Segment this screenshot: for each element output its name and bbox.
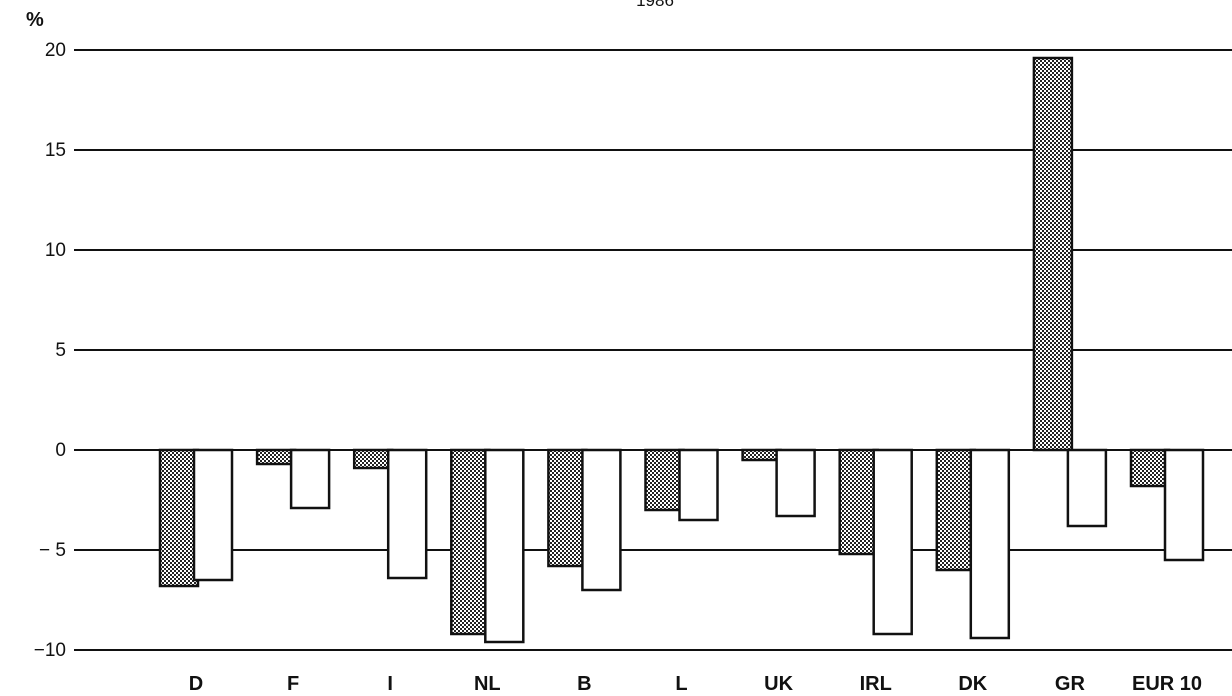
bar-dotted xyxy=(1032,56,1074,452)
y-tick-label: −10 xyxy=(34,640,66,661)
bar-plain xyxy=(386,448,428,580)
bar-dotted xyxy=(838,448,879,556)
category-label: L xyxy=(675,673,687,695)
bar-dotted xyxy=(1129,448,1171,488)
y-tick-label: 15 xyxy=(45,140,66,161)
bar-plain xyxy=(1163,448,1205,562)
category-label: UK xyxy=(764,673,793,695)
category-label: F xyxy=(287,673,299,695)
bar-plain xyxy=(192,448,234,582)
bar-plain xyxy=(1066,448,1108,528)
bar-plain xyxy=(969,448,1011,640)
bar-dotted xyxy=(255,448,297,466)
bar-dotted xyxy=(547,448,588,568)
bar-dotted xyxy=(741,448,782,462)
category-label: IRL xyxy=(860,673,892,695)
category-label: GR xyxy=(1055,673,1086,695)
y-tick-label: − 5 xyxy=(39,540,66,561)
bar-dotted xyxy=(644,448,685,512)
category-label: EUR 10 xyxy=(1132,673,1202,695)
y-tick-label: 20 xyxy=(45,40,66,61)
bar-dotted xyxy=(450,448,491,636)
bar-plain xyxy=(289,448,331,510)
y-tick-labels: 20 15 10 5 0 − 5 −10 xyxy=(34,40,66,661)
bar-dotted xyxy=(158,448,200,588)
bar-plain xyxy=(581,448,622,592)
category-label: I xyxy=(387,673,393,695)
bar-plain xyxy=(678,448,719,522)
category-label: B xyxy=(577,673,591,695)
y-tick-label: 5 xyxy=(55,340,66,361)
bar-dotted xyxy=(935,448,977,572)
category-labels: D F I NL B L UK IRL DK GR EUR 10 xyxy=(189,673,1202,695)
bars xyxy=(158,56,1205,644)
bar-dotted xyxy=(352,448,394,470)
category-label: D xyxy=(189,673,203,695)
category-label: NL xyxy=(474,673,501,695)
category-label: DK xyxy=(958,673,987,695)
y-tick-label: 0 xyxy=(55,440,66,461)
y-tick-label: 10 xyxy=(45,240,66,261)
bar-plain xyxy=(872,448,913,636)
chart-title: 1986 xyxy=(636,0,674,10)
y-axis-unit: % xyxy=(26,9,44,31)
bar-plain xyxy=(775,448,816,518)
bar-plain xyxy=(484,448,525,644)
